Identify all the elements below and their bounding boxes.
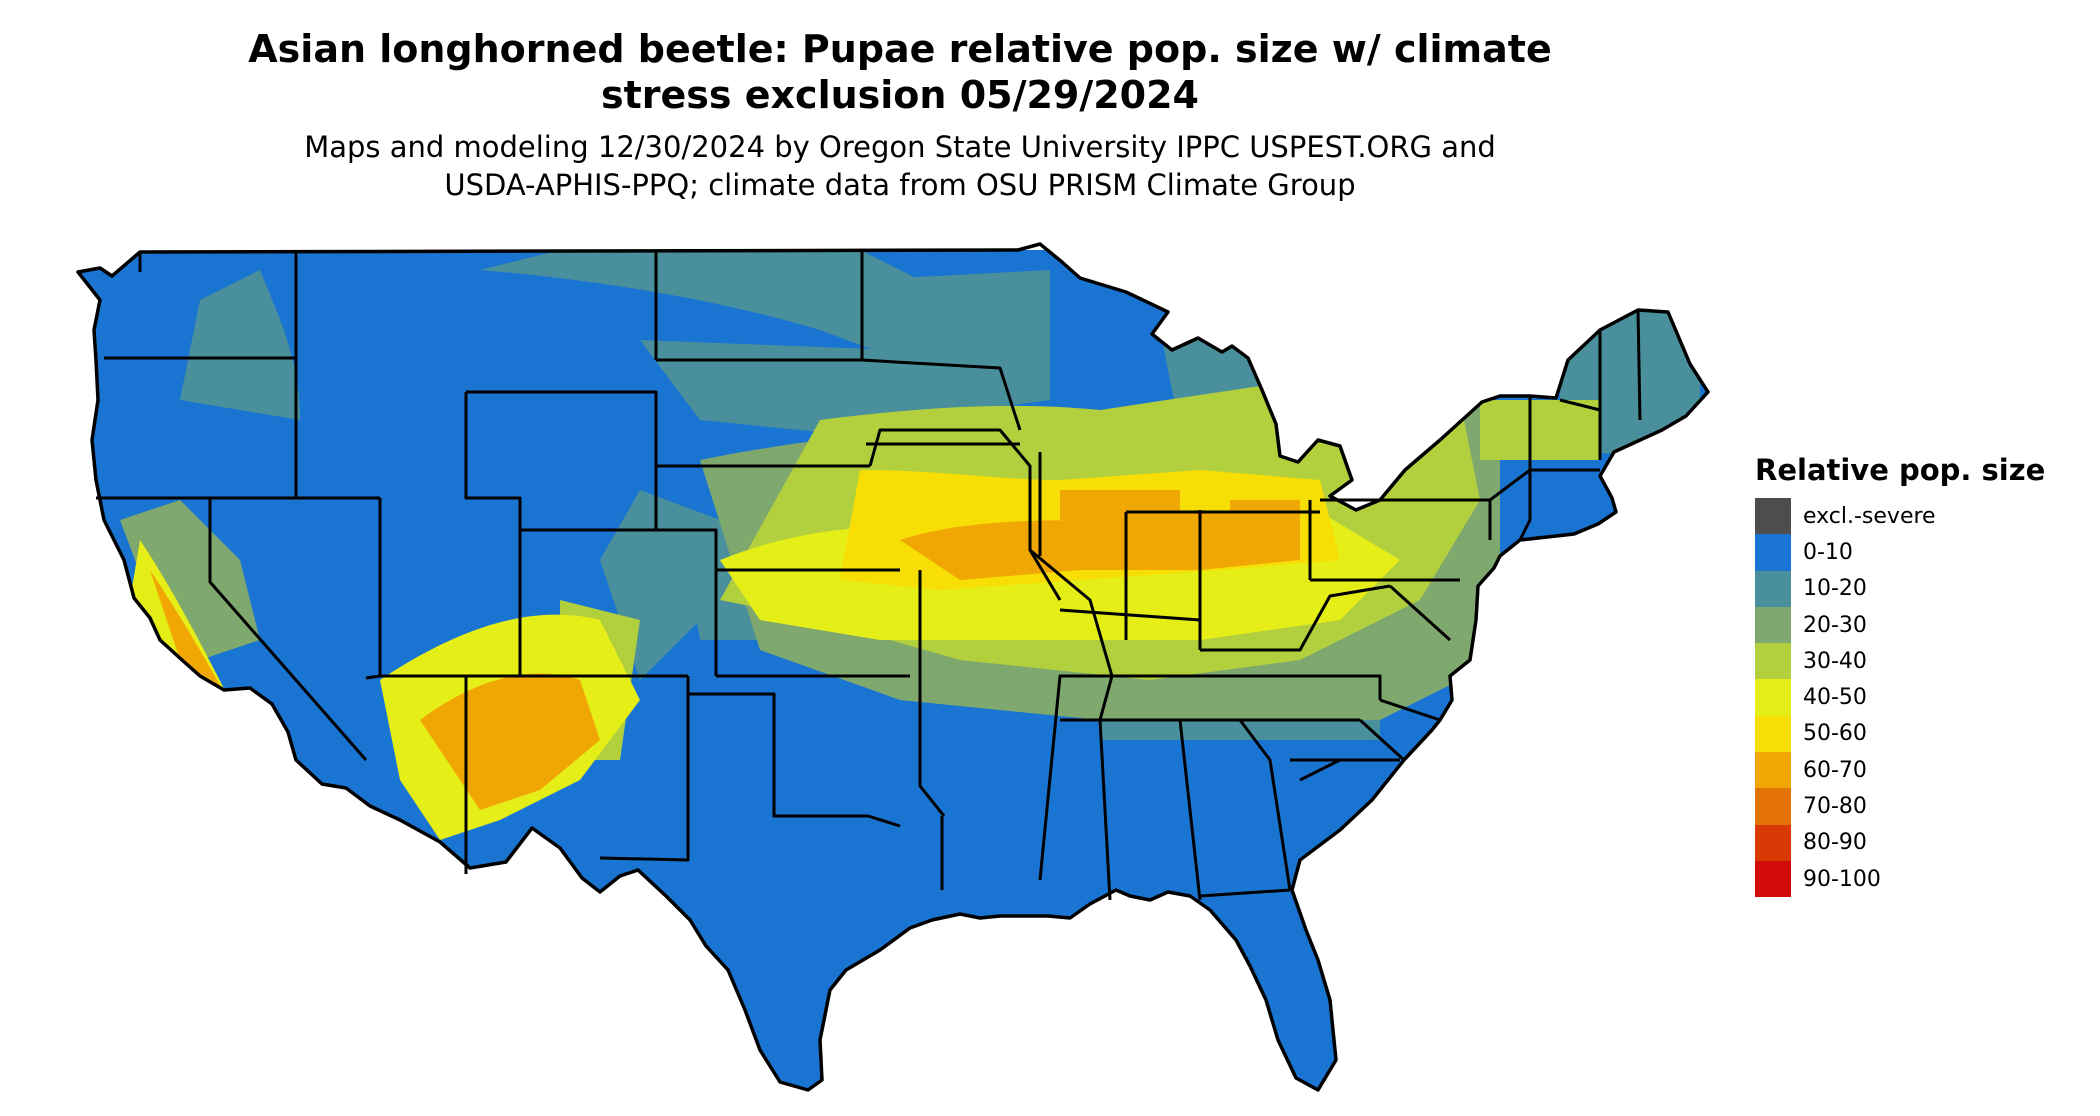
legend-item: 20-30 bbox=[1755, 606, 2075, 644]
legend-item: 30-40 bbox=[1755, 643, 2075, 680]
map-title-line-1: Asian longhorned beetle: Pupae relative … bbox=[248, 27, 1552, 71]
legend-swatch bbox=[1755, 570, 1791, 607]
state-boundaries bbox=[96, 250, 1642, 901]
legend-item: excl.-severe bbox=[1755, 498, 2075, 535]
legend-swatch bbox=[1755, 752, 1791, 789]
map-subtitle-line-1: Maps and modeling 12/30/2024 by Oregon S… bbox=[304, 130, 1496, 164]
legend-swatch bbox=[1755, 715, 1791, 753]
legend-item: 10-20 bbox=[1755, 570, 2075, 607]
map-subtitle-line-2: USDA-APHIS-PPQ; climate data from OSU PR… bbox=[444, 168, 1356, 202]
legend-item: 60-70 bbox=[1755, 752, 2075, 789]
legend-title: Relative pop. size bbox=[1755, 453, 2046, 487]
legend-swatch bbox=[1755, 788, 1791, 825]
legend-label: 40-50 bbox=[1803, 685, 1867, 711]
legend-label: 20-30 bbox=[1803, 612, 1867, 638]
legend-items: excl.-severe 0-10 10-20 20-30 30-40 40-5… bbox=[1755, 498, 2075, 898]
legend-swatch bbox=[1755, 824, 1791, 861]
legend-label: 80-90 bbox=[1803, 830, 1867, 856]
legend-swatch bbox=[1755, 498, 1791, 535]
legend-label: 50-60 bbox=[1803, 721, 1867, 747]
legend-label: 70-80 bbox=[1803, 794, 1867, 820]
legend-item: 90-100 bbox=[1755, 860, 2075, 898]
map-legend: Relative pop. size excl.-severe 0-10 10-… bbox=[1755, 452, 2075, 898]
legend-item: 70-80 bbox=[1755, 788, 2075, 825]
legend-item: 40-50 bbox=[1755, 679, 2075, 716]
legend-swatch bbox=[1755, 679, 1791, 716]
map-title-line-2: stress exclusion 05/29/2024 bbox=[601, 73, 1199, 117]
legend-swatch bbox=[1755, 860, 1791, 898]
legend-swatch bbox=[1755, 534, 1791, 571]
legend-swatch bbox=[1755, 643, 1791, 680]
legend-label: 30-40 bbox=[1803, 648, 1867, 674]
legend-label: excl.-severe bbox=[1803, 503, 1936, 529]
legend-item: 50-60 bbox=[1755, 715, 2075, 753]
us-outline bbox=[76, 242, 1710, 1092]
legend-item: 0-10 bbox=[1755, 534, 2075, 571]
legend-label: 0-10 bbox=[1803, 539, 1853, 565]
legend-label: 10-20 bbox=[1803, 576, 1867, 602]
legend-swatch bbox=[1755, 606, 1791, 644]
legend-label: 60-70 bbox=[1803, 757, 1867, 783]
legend-label: 90-100 bbox=[1803, 866, 1881, 892]
legend-item: 80-90 bbox=[1755, 824, 2075, 861]
